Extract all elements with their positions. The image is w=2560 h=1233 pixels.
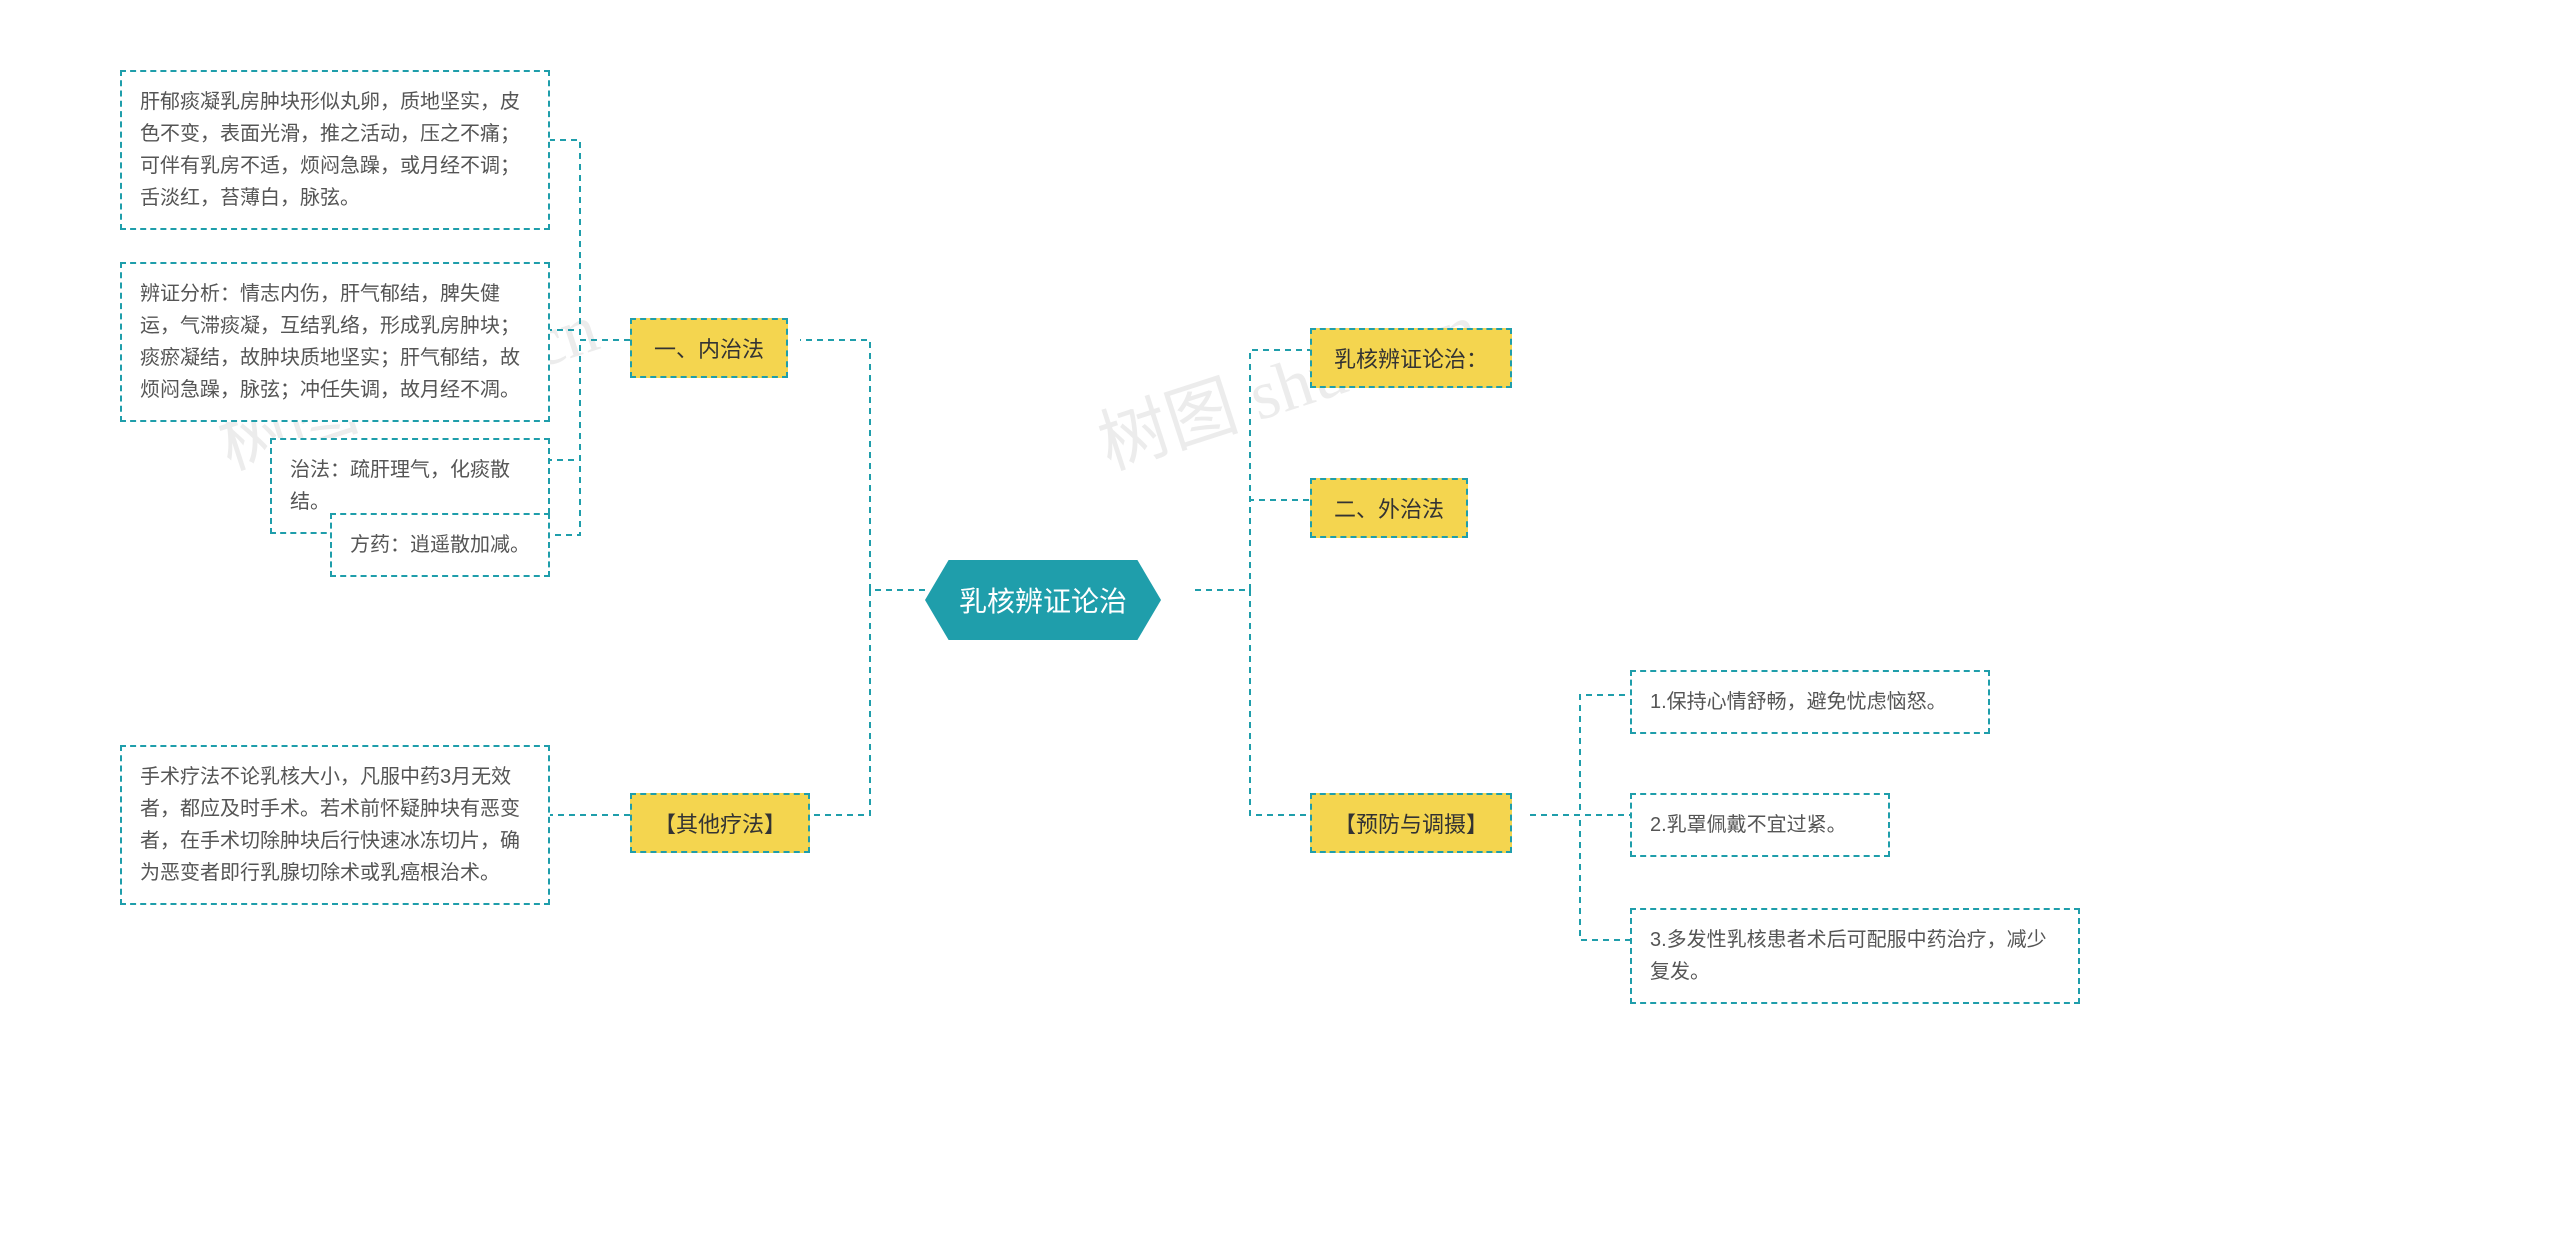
branch-internal-treatment: 一、内治法 bbox=[630, 318, 788, 378]
branch-other-therapy: 【其他疗法】 bbox=[630, 793, 810, 853]
branch-external-treatment: 二、外治法 bbox=[1310, 478, 1468, 538]
leaf-prevention-1: 1.保持心情舒畅，避免忧虑恼怒。 bbox=[1630, 670, 1990, 734]
leaf-prevention-2: 2.乳罩佩戴不宜过紧。 bbox=[1630, 793, 1890, 857]
leaf-prevention-3: 3.多发性乳核患者术后可配服中药治疗，减少复发。 bbox=[1630, 908, 2080, 1004]
leaf-surgery: 手术疗法不论乳核大小，凡服中药3月无效者，都应及时手术。若术前怀疑肿块有恶变者，… bbox=[120, 745, 550, 905]
leaf-analysis: 辨证分析：情志内伤，肝气郁结，脾失健运，气滞痰凝，互结乳络，形成乳房肿块；痰瘀凝… bbox=[120, 262, 550, 422]
branch-prevention: 【预防与调摄】 bbox=[1310, 793, 1512, 853]
branch-title-right: 乳核辨证论治： bbox=[1310, 328, 1512, 388]
central-node: 乳核辨证论治 bbox=[925, 560, 1161, 640]
leaf-prescription: 方药：逍遥散加减。 bbox=[330, 513, 550, 577]
leaf-liver-stagnation: 肝郁痰凝乳房肿块形似丸卵，质地坚实，皮色不变，表面光滑，推之活动，压之不痛；可伴… bbox=[120, 70, 550, 230]
